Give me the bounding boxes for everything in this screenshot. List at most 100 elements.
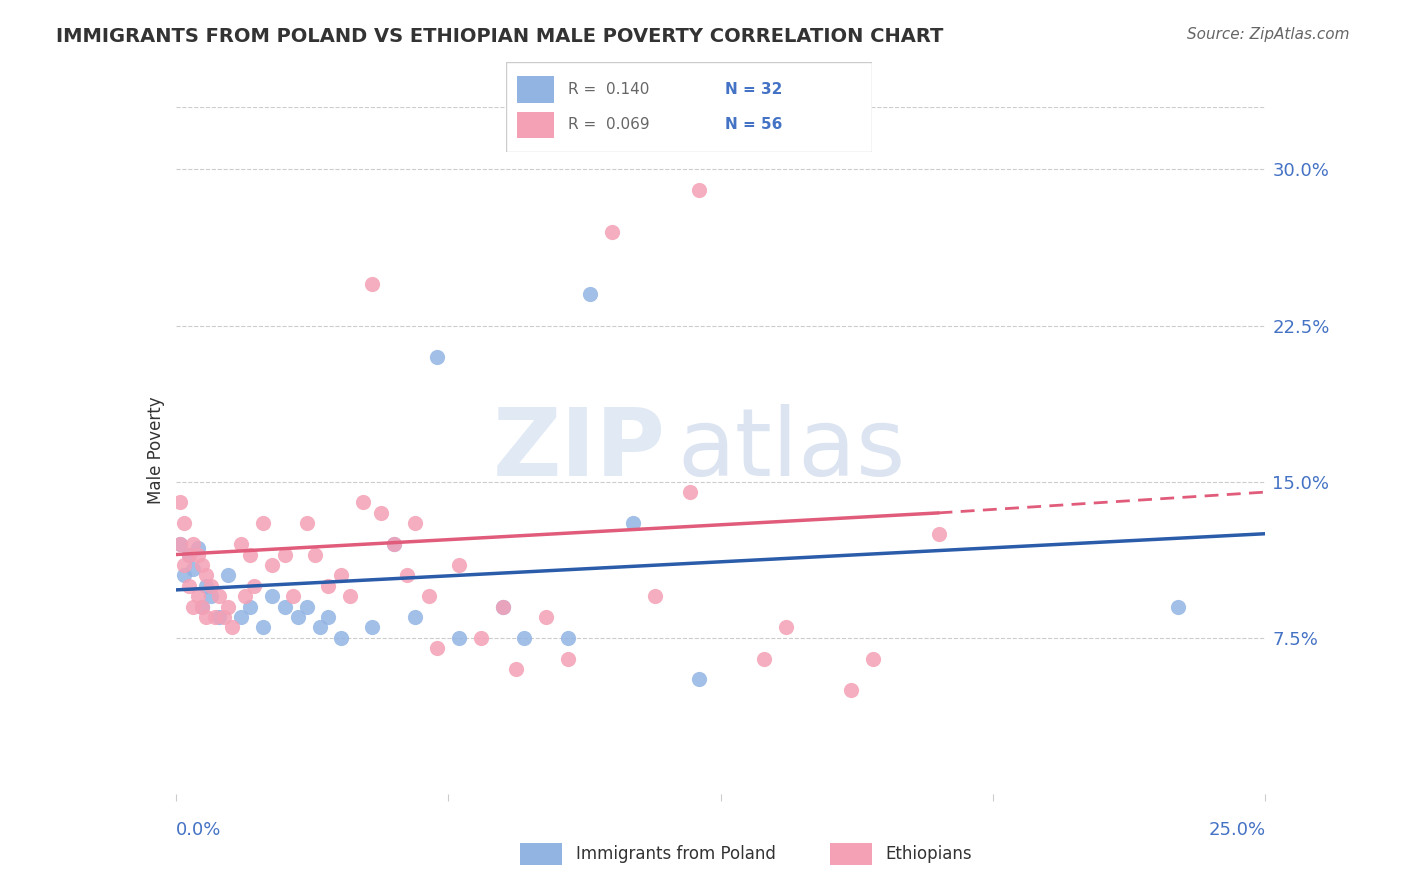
Y-axis label: Male Poverty: Male Poverty bbox=[146, 397, 165, 504]
Point bbox=[252, 516, 274, 531]
Point bbox=[688, 673, 710, 687]
Point bbox=[447, 631, 470, 645]
Text: IMMIGRANTS FROM POLAND VS ETHIOPIAN MALE POVERTY CORRELATION CHART: IMMIGRANTS FROM POLAND VS ETHIOPIAN MALE… bbox=[56, 27, 943, 45]
FancyBboxPatch shape bbox=[830, 843, 872, 865]
Point bbox=[754, 651, 776, 665]
Point bbox=[200, 579, 222, 593]
Point bbox=[200, 589, 222, 603]
Text: 25.0%: 25.0% bbox=[1208, 822, 1265, 839]
Text: atlas: atlas bbox=[678, 404, 905, 497]
Text: Source: ZipAtlas.com: Source: ZipAtlas.com bbox=[1187, 27, 1350, 42]
Text: R =  0.069: R = 0.069 bbox=[568, 118, 650, 132]
Text: ZIP: ZIP bbox=[494, 404, 666, 497]
Point bbox=[382, 537, 405, 551]
Text: 0.0%: 0.0% bbox=[176, 822, 221, 839]
Point bbox=[928, 526, 950, 541]
Point bbox=[600, 225, 623, 239]
Point bbox=[330, 568, 353, 582]
Point bbox=[447, 558, 470, 572]
Point bbox=[212, 610, 235, 624]
Point bbox=[195, 568, 218, 582]
Point bbox=[239, 599, 262, 614]
Point bbox=[1167, 599, 1189, 614]
FancyBboxPatch shape bbox=[517, 76, 554, 103]
Point bbox=[352, 495, 374, 509]
Point bbox=[208, 610, 231, 624]
Point bbox=[318, 610, 340, 624]
Point bbox=[470, 631, 492, 645]
Point bbox=[231, 537, 253, 551]
Point bbox=[557, 631, 579, 645]
Point bbox=[239, 548, 262, 562]
Point bbox=[217, 599, 239, 614]
Point bbox=[274, 599, 297, 614]
Point bbox=[492, 599, 515, 614]
Point bbox=[295, 516, 318, 531]
Text: N = 56: N = 56 bbox=[725, 118, 783, 132]
Point bbox=[405, 516, 427, 531]
FancyBboxPatch shape bbox=[506, 62, 872, 152]
Text: Immigrants from Poland: Immigrants from Poland bbox=[576, 845, 776, 863]
Point bbox=[186, 541, 209, 556]
Point bbox=[382, 537, 405, 551]
Point bbox=[181, 562, 204, 576]
Point bbox=[304, 548, 326, 562]
Point bbox=[217, 568, 239, 582]
Point bbox=[534, 610, 557, 624]
Point bbox=[621, 516, 644, 531]
Point bbox=[308, 620, 330, 634]
Point bbox=[191, 558, 214, 572]
Point bbox=[283, 589, 305, 603]
Point bbox=[186, 548, 209, 562]
FancyBboxPatch shape bbox=[517, 112, 554, 138]
Point bbox=[274, 548, 297, 562]
Point bbox=[191, 599, 214, 614]
Point bbox=[330, 631, 353, 645]
Point bbox=[231, 610, 253, 624]
Point bbox=[181, 599, 204, 614]
Point bbox=[287, 610, 309, 624]
Point bbox=[426, 350, 449, 364]
Point bbox=[177, 548, 200, 562]
Point bbox=[339, 589, 361, 603]
Point bbox=[235, 589, 257, 603]
Point bbox=[195, 610, 218, 624]
Point bbox=[395, 568, 418, 582]
Point bbox=[862, 651, 884, 665]
Point bbox=[169, 537, 191, 551]
Point bbox=[260, 589, 283, 603]
Point bbox=[173, 568, 195, 582]
Point bbox=[173, 558, 195, 572]
Point bbox=[841, 682, 863, 697]
Point bbox=[775, 620, 797, 634]
Point bbox=[295, 599, 318, 614]
Point bbox=[644, 589, 666, 603]
Point bbox=[579, 287, 602, 301]
Point bbox=[191, 599, 214, 614]
Point bbox=[181, 537, 204, 551]
Point bbox=[169, 495, 191, 509]
Point bbox=[513, 631, 536, 645]
Point bbox=[426, 641, 449, 656]
Point bbox=[208, 589, 231, 603]
Point bbox=[688, 183, 710, 197]
Text: Ethiopians: Ethiopians bbox=[886, 845, 973, 863]
Point bbox=[177, 548, 200, 562]
Point bbox=[679, 485, 702, 500]
Point bbox=[418, 589, 440, 603]
Point bbox=[252, 620, 274, 634]
Point bbox=[492, 599, 515, 614]
Point bbox=[243, 579, 266, 593]
Text: R =  0.140: R = 0.140 bbox=[568, 82, 650, 96]
Point bbox=[505, 662, 527, 676]
Point bbox=[557, 651, 579, 665]
Point bbox=[221, 620, 243, 634]
Point bbox=[204, 610, 226, 624]
Point bbox=[360, 277, 382, 291]
Point bbox=[177, 579, 200, 593]
Text: N = 32: N = 32 bbox=[725, 82, 783, 96]
Point bbox=[169, 537, 191, 551]
Point bbox=[360, 620, 382, 634]
Point bbox=[195, 579, 218, 593]
Point bbox=[405, 610, 427, 624]
